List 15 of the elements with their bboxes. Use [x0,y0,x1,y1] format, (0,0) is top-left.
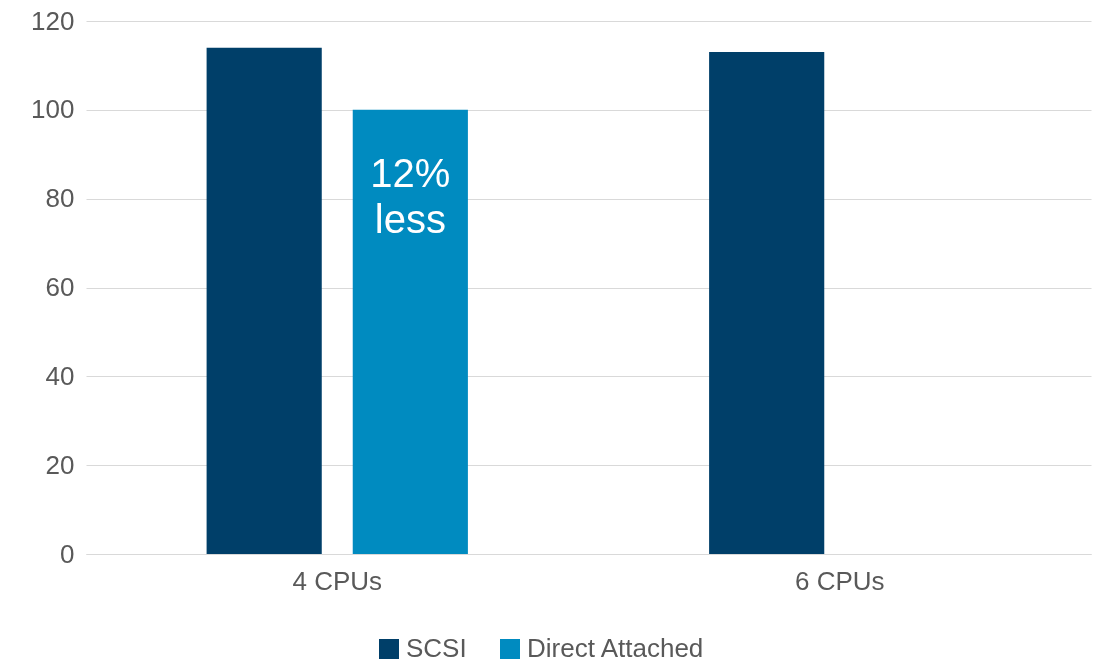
y-tick-label: 0 [60,538,75,569]
y-tick-label: 40 [45,360,75,391]
annotation: 12% less [370,151,451,241]
bar [352,109,468,554]
legend-label: Direct Attached [527,633,704,663]
y-tick-label: 20 [45,449,75,480]
legend-label: SCSI [406,633,467,663]
x-tick-label: 6 CPUs [794,565,885,596]
y-tick-label: 100 [31,94,75,125]
y-tick-label: 60 [45,272,75,302]
y-tick-label: 120 [31,5,75,36]
bar [709,52,825,554]
bar [206,47,322,554]
y-tick-label: 80 [45,183,75,214]
x-tick-label: 4 CPUs [292,565,383,596]
